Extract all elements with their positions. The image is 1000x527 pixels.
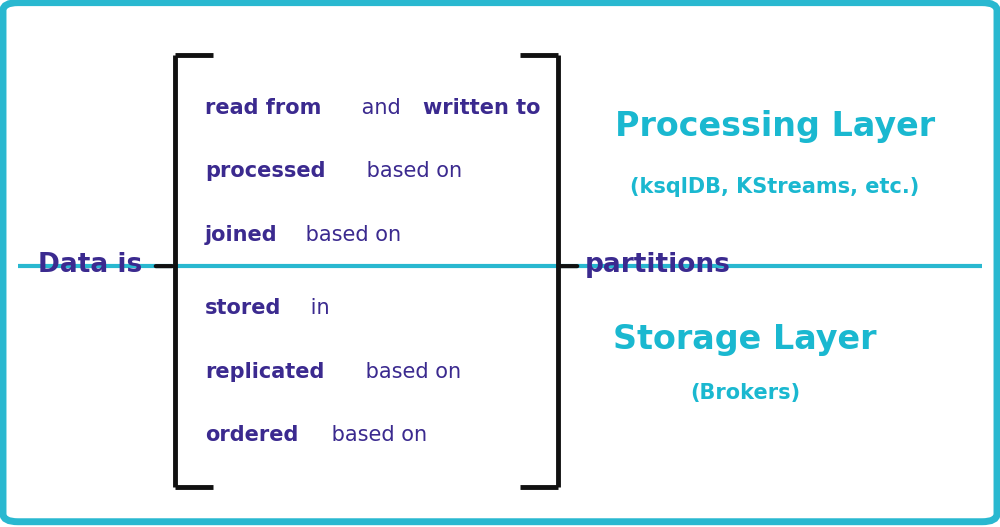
Text: based on: based on (325, 425, 428, 445)
Text: processed: processed (205, 161, 326, 181)
Text: replicated: replicated (205, 362, 324, 382)
FancyBboxPatch shape (3, 3, 997, 522)
Text: Storage Layer: Storage Layer (613, 324, 877, 356)
Text: and: and (355, 98, 408, 118)
Text: read from: read from (205, 98, 321, 118)
Text: in: in (304, 298, 329, 318)
Text: (Brokers): (Brokers) (690, 383, 800, 403)
Text: based on: based on (359, 362, 461, 382)
Text: written to: written to (423, 98, 540, 118)
Text: based on: based on (360, 161, 463, 181)
Text: joined: joined (205, 225, 278, 245)
Text: stored: stored (205, 298, 281, 318)
Text: (ksqlDB, KStreams, etc.): (ksqlDB, KStreams, etc.) (630, 177, 920, 197)
Text: partitions: partitions (585, 252, 731, 278)
Text: based on: based on (299, 225, 401, 245)
Text: Processing Layer: Processing Layer (615, 110, 935, 143)
Text: ordered: ordered (205, 425, 298, 445)
Text: Data is: Data is (38, 252, 142, 278)
